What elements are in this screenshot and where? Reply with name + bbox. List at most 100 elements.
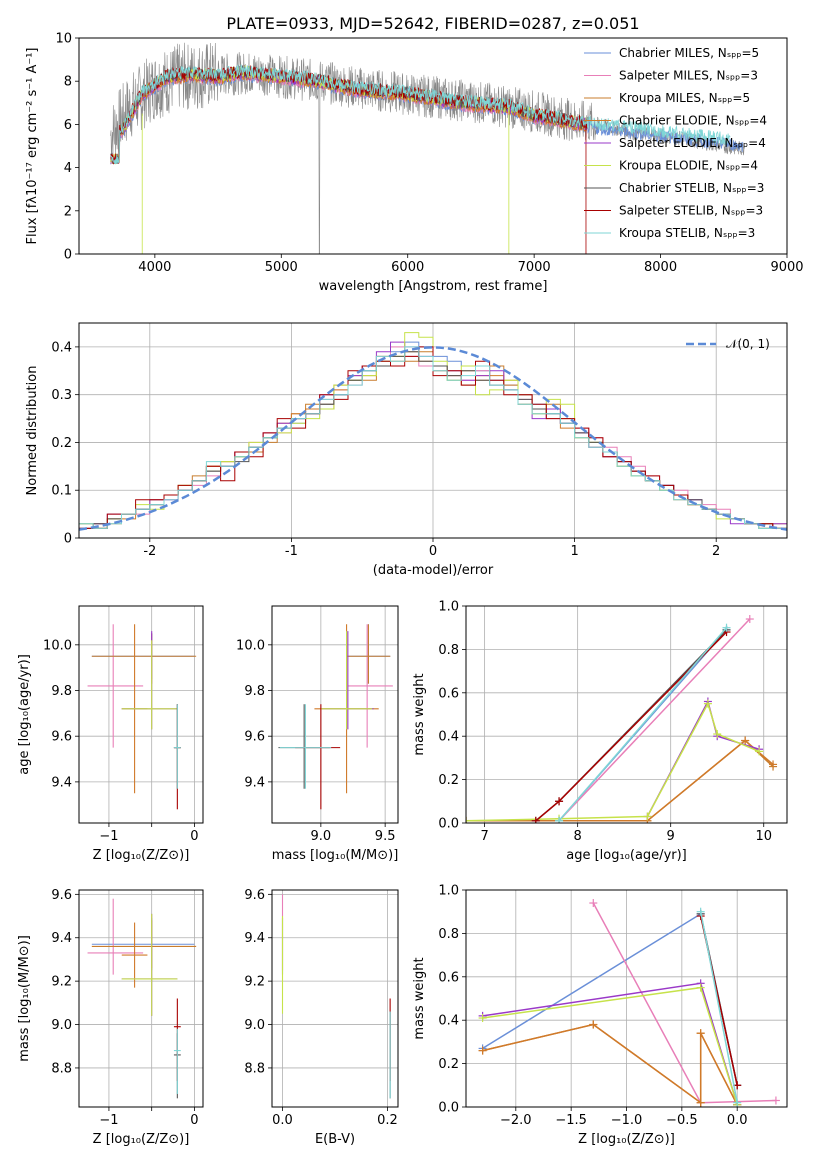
- weight-marker: [555, 816, 564, 823]
- weight-series-5: [466, 701, 760, 822]
- x-tick-label: 7: [480, 829, 488, 844]
- y-tick-label: 0.2: [438, 1057, 459, 1072]
- y-axis-label: age [log₁₀(age/yr)]: [17, 654, 32, 775]
- y-tick-label: 9.6: [244, 730, 265, 745]
- weight-marker: [696, 1029, 705, 1038]
- x-tick-label: −2.0: [500, 1113, 532, 1128]
- x-tick-label: 0: [190, 1113, 198, 1128]
- x-tick-label: 9.5: [375, 829, 396, 844]
- weight-marker: [769, 760, 778, 769]
- errorbar-point-1: [87, 898, 144, 975]
- y-tick-label: 0.8: [438, 643, 459, 658]
- y-tick-label: 8: [64, 75, 72, 90]
- weight-marker: [589, 899, 598, 908]
- y-tick-label: 9.4: [244, 931, 265, 946]
- legend-entry-8: Kroupa STELIB, Nₛₚₚ=3: [619, 226, 755, 240]
- y-tick-label: 9.4: [51, 931, 72, 946]
- y-tick-label: 8.8: [244, 1061, 265, 1076]
- weight-marker: [733, 1098, 742, 1107]
- normal-curve-line: [79, 346, 787, 531]
- y-tick-label: 0.2: [51, 436, 72, 451]
- y-tick-label: 9.0: [51, 1018, 72, 1033]
- y-tick-label: 8.8: [51, 1061, 72, 1076]
- x-tick-label: 9000: [770, 260, 803, 275]
- x-tick-label: 0.0: [272, 1113, 293, 1128]
- weight-plot-area: [478, 899, 780, 1107]
- weight-marker: [555, 797, 564, 806]
- weight-marker: [755, 747, 764, 756]
- x-tick-label: −1: [99, 829, 118, 844]
- axes-frame: [78, 37, 788, 255]
- y-tick-label: 10.0: [43, 638, 72, 653]
- y-tick-label: 0.8: [438, 927, 459, 942]
- age-vs-metallicity-panel: −1 0 9.4 9.6 9.8 10.0 Z [log₁₀(Z/Z⊙)] age [log₁…: [17, 605, 204, 863]
- legend-entry-3: Chabrier ELODIE, Nₛₚₚ=4: [619, 114, 767, 128]
- y-tick-label: 0.6: [438, 970, 459, 985]
- errorbar-point-8: [173, 1028, 181, 1094]
- weight-marker: [696, 983, 705, 992]
- x-axis-label: wavelength [Angstrom, rest frame]: [319, 279, 548, 294]
- y-tick-label: 0.4: [438, 730, 459, 745]
- weight-marker: [589, 1020, 598, 1029]
- y-tick-label: 9.2: [51, 975, 72, 990]
- weight-plot-area: [466, 615, 778, 823]
- x-tick-label: −0.5: [666, 1113, 698, 1128]
- spectrum-panel: 4000 5000 6000 7000 8000 9000 0 2 4 6 8 10 wavelengt…: [25, 32, 804, 295]
- errorbar-point-8: [279, 704, 332, 789]
- y-tick-label: 0.6: [438, 686, 459, 701]
- errorbar-point-1: [87, 624, 144, 748]
- x-tick-label: −1: [99, 1113, 118, 1128]
- weight-marker: [703, 699, 712, 708]
- weight-marker: [478, 1014, 487, 1023]
- errorbar-point-3: [121, 922, 148, 988]
- y-tick-label: 1.0: [438, 600, 459, 615]
- y-tick-label: 9.6: [244, 888, 265, 903]
- residual-histogram-panel: -2 -1 0 1 2 0 0.1 0.2 0.3 0.4 (data-model)/error No…: [25, 322, 788, 578]
- x-axis-label: age [log₁₀(age/yr)]: [566, 848, 687, 863]
- x-tick-label: 7000: [518, 260, 551, 275]
- weight-marker: [713, 730, 722, 739]
- x-tick-label: 6000: [391, 260, 424, 275]
- errorbar-point-8: [173, 704, 181, 789]
- x-tick-label: 9: [667, 829, 675, 844]
- errorbar-plot-area: [278, 624, 393, 810]
- y-tick-label: 0.0: [438, 817, 459, 832]
- spectrum-plot-area: [110, 42, 745, 254]
- histogram-plot-area: [79, 332, 787, 538]
- x-axis-label: mass [log₁₀(M/M⊙)]: [272, 848, 399, 863]
- y-tick-label: 4: [64, 161, 72, 176]
- weight-marker: [741, 736, 750, 745]
- figure-title: PLATE=0933, MJD=52642, FIBERID=0287, z=0…: [226, 14, 639, 33]
- mass-vs-extinction-panel: 0.0 0.2 8.8 9.0 9.2 9.4 9.6 E(B-V): [244, 888, 399, 1147]
- legend-entry-7: Salpeter STELIB, Nₛₚₚ=3: [619, 204, 763, 218]
- x-tick-label: 1: [570, 544, 578, 559]
- y-tick-label: 0: [64, 248, 72, 263]
- axes-frame: [271, 605, 399, 824]
- y-axis-label: mass [log₁₀(M/M⊙)]: [17, 935, 32, 1062]
- legend-entry-6: Chabrier STELIB, Nₛₚₚ=3: [619, 181, 764, 195]
- legend-entry-0: Chabrier MILES, Nₛₚₚ=5: [619, 46, 759, 60]
- model-spectrum-line-8: [110, 64, 731, 165]
- x-tick-label: 4000: [138, 260, 171, 275]
- x-tick-label: 8: [574, 829, 582, 844]
- histogram-series-8: [79, 346, 787, 538]
- x-axis-label: (data-model)/error: [373, 563, 494, 578]
- y-tick-label: 9.8: [51, 684, 72, 699]
- axes-frame: [78, 605, 204, 824]
- weight-series-8: [558, 627, 728, 822]
- y-axis-label: mass weight: [412, 673, 427, 755]
- x-tick-label: 0: [429, 544, 437, 559]
- y-tick-label: 9.4: [51, 775, 72, 790]
- weight-marker: [643, 812, 652, 821]
- y-tick-label: 6: [64, 118, 72, 133]
- y-tick-label: 10: [55, 32, 72, 47]
- weight-marker: [696, 1098, 705, 1107]
- weight-series-8: [699, 911, 738, 1103]
- errorbar-point-1: [347, 624, 393, 748]
- axes-frame: [271, 889, 399, 1108]
- weight-series-1: [558, 618, 751, 822]
- y-tick-label: 0.1: [51, 484, 72, 499]
- errorbar-plot-area: [87, 898, 197, 1099]
- y-tick-label: 0: [64, 532, 72, 547]
